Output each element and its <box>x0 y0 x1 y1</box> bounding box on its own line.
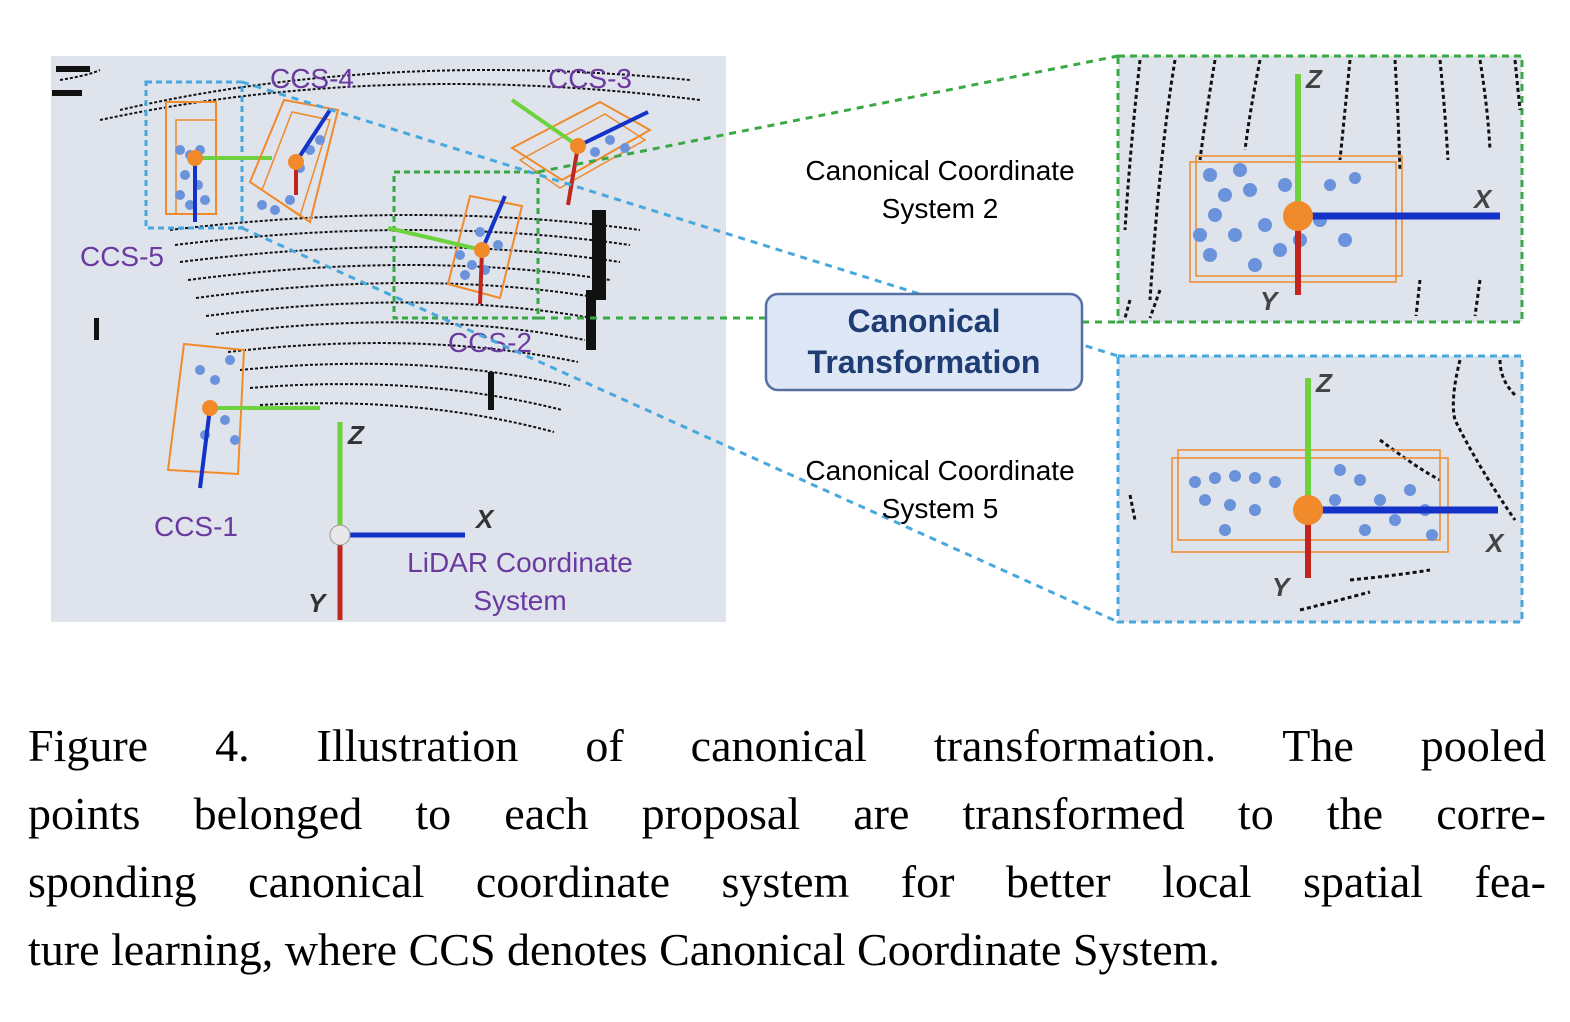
ccs5-label: CCS-5 <box>80 241 164 272</box>
transform-box-line1: Canonical <box>848 303 1001 339</box>
inset-top-z-label: Z <box>1305 64 1323 94</box>
inset-top-label-line1: Canonical Coordinate <box>805 155 1074 186</box>
connector-lines <box>241 54 1119 624</box>
lidar-z-axis-label: Z <box>347 420 365 450</box>
lidar-y-axis-label: Y <box>308 588 328 618</box>
ccs2-highlight-box <box>392 170 540 320</box>
inset-bottom-label-line1: Canonical Coordinate <box>805 455 1074 486</box>
inset-ccs5-panel: Z X Y <box>1116 354 1524 624</box>
inset-bottom-x-label: X <box>1484 528 1505 558</box>
ccs4-object <box>248 98 340 224</box>
lidar-clusters <box>52 66 606 410</box>
inset-ccs2-panel: Z X Y <box>1116 54 1524 324</box>
transform-box-line2: Transformation <box>808 344 1041 380</box>
figure-caption: Figure 4. Illustration of canonical tran… <box>28 712 1546 984</box>
ccs1-object <box>166 342 320 489</box>
inset-top-label-line2: System 2 <box>882 193 999 224</box>
ccs3-label: CCS-3 <box>548 63 632 94</box>
lidar-scan-lines <box>59 69 701 433</box>
caption-line-4: ture learning, where CCS denotes Canonic… <box>28 924 1220 975</box>
canonical-transformation-box: Canonical Transformation <box>764 292 1084 392</box>
inset-top-y-label: Y <box>1260 286 1280 316</box>
caption-line-1: Figure 4. Illustration of canonical tran… <box>28 720 1546 771</box>
inset-bottom-y-label: Y <box>1272 572 1292 602</box>
ccs3-object <box>510 98 653 206</box>
ccs2-object <box>387 194 524 305</box>
caption-line-2: points belonged to each proposal are tra… <box>28 788 1546 839</box>
ccs4-label: CCS-4 <box>270 63 354 94</box>
lidar-label-line1: LiDAR Coordinate <box>407 547 633 578</box>
lidar-coordinate-axes <box>329 422 465 620</box>
caption-line-3: sponding canonical coordinate system for… <box>28 856 1546 907</box>
inset-bottom-label-line2: System 5 <box>882 493 999 524</box>
inset-top-x-label: X <box>1472 184 1493 214</box>
lidar-x-axis-label: X <box>474 504 495 534</box>
lidar-scene-panel: Z X Y LiDAR Coordinate System CCS-4 CCS-… <box>51 56 726 622</box>
ccs5-highlight-box <box>144 80 244 230</box>
figure-illustration: Z X Y LiDAR Coordinate System CCS-4 CCS-… <box>51 54 1524 624</box>
inset-bottom-z-label: Z <box>1315 368 1333 398</box>
ccs1-label: CCS-1 <box>154 511 238 542</box>
lidar-label-line2: System <box>473 585 566 616</box>
